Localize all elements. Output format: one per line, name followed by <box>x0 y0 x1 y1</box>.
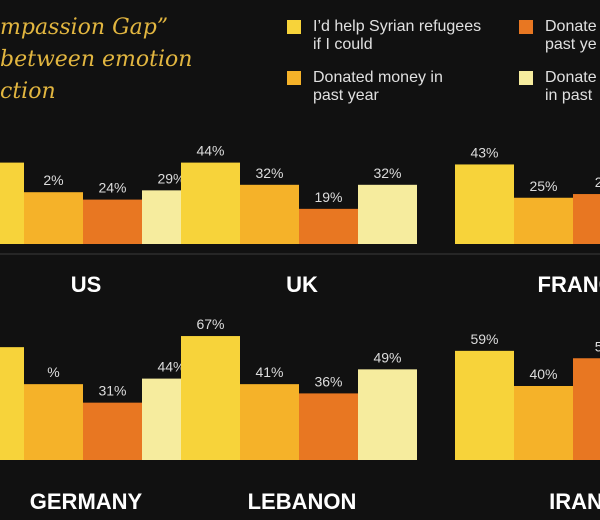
value-label: 31% <box>98 383 126 399</box>
country-label: IRAN <box>549 489 600 514</box>
bar-uk-2 <box>299 208 358 244</box>
country-label: LEBANON <box>248 489 357 514</box>
legend-swatch <box>519 20 533 34</box>
value-label: 40% <box>529 366 557 382</box>
bar-germany-1 <box>24 384 83 460</box>
bar-lebanon-2 <box>299 393 358 460</box>
legend-item-donated-4: Donate in past <box>519 69 597 105</box>
value-label: 25% <box>529 178 557 194</box>
country-label: GERMANY <box>30 489 143 514</box>
bar-lebanon-1 <box>240 384 299 460</box>
bar-iran-0 <box>455 350 514 460</box>
bar-uk-3 <box>358 184 417 244</box>
bar-uk-1 <box>240 184 299 244</box>
legend-swatch <box>287 71 301 85</box>
bar-lebanon-3 <box>358 369 417 460</box>
bar-germany-2 <box>83 402 142 460</box>
value-label: 44% <box>196 143 224 159</box>
legend-label: I’d help Syrian refugees if I could <box>313 18 482 53</box>
legend-swatch <box>519 71 533 85</box>
value-label: 36% <box>314 373 342 389</box>
bar-germany-0 <box>0 347 24 460</box>
value-label: 67% <box>196 316 224 332</box>
bar-lebanon-0 <box>181 336 240 460</box>
value-label: 59% <box>470 331 498 347</box>
panel-germany: % 31% 44% GERMANY <box>0 347 201 514</box>
value-label: 2% <box>43 172 63 188</box>
legend-label: Donated money in past year <box>313 69 443 104</box>
bar-uk-0 <box>181 162 240 244</box>
bar-franc-1 <box>514 197 573 244</box>
value-label: 27 <box>595 174 600 190</box>
title-line-1: mpassion Gap” <box>0 15 169 40</box>
bar-iran-1 <box>514 386 573 460</box>
bar-us-1 <box>24 192 83 244</box>
value-label: 43% <box>470 144 498 160</box>
value-label: 29% <box>157 170 185 186</box>
legend-label: Donate past ye <box>545 18 597 53</box>
value-label: 55 <box>595 338 600 354</box>
chart-title: mpassion Gap” between emotion ction <box>0 12 260 108</box>
bar-us-2 <box>83 199 142 244</box>
panel-lebanon: 67% 41% 36% 49% LEBANON <box>181 316 417 514</box>
legend-item-donated-3: Donate past ye <box>519 18 597 54</box>
value-label: 44% <box>157 359 185 375</box>
country-label: FRANC <box>538 272 600 297</box>
country-label: US <box>71 272 102 297</box>
panel-us: 2% 24% 29% US <box>0 162 201 297</box>
panel-iran: 59% 40% 55 IRAN <box>455 331 600 514</box>
value-label: 41% <box>255 364 283 380</box>
panel-franc: 43% 25% 27 FRANC <box>455 144 600 297</box>
value-label: 24% <box>98 180 126 196</box>
legend-swatch <box>287 20 301 34</box>
country-label: UK <box>286 272 318 297</box>
panel-uk: 44% 32% 19% 32% UK <box>181 143 417 297</box>
bar-us-0 <box>0 162 24 244</box>
bar-franc-2 <box>573 194 600 244</box>
bar-franc-0 <box>455 164 514 244</box>
value-label: % <box>47 364 59 380</box>
value-label: 19% <box>314 189 342 205</box>
legend-item-help-refugees: I’d help Syrian refugees if I could <box>287 18 481 54</box>
value-label: 49% <box>373 349 401 365</box>
title-line-2: between emotion <box>0 47 193 72</box>
legend-label: Donate in past <box>545 69 597 104</box>
value-label: 32% <box>255 165 283 181</box>
bar-iran-2 <box>573 358 600 460</box>
value-label: 32% <box>373 165 401 181</box>
legend-item-donated-money: Donated money in past year <box>287 69 443 105</box>
title-line-3: ction <box>0 79 56 104</box>
